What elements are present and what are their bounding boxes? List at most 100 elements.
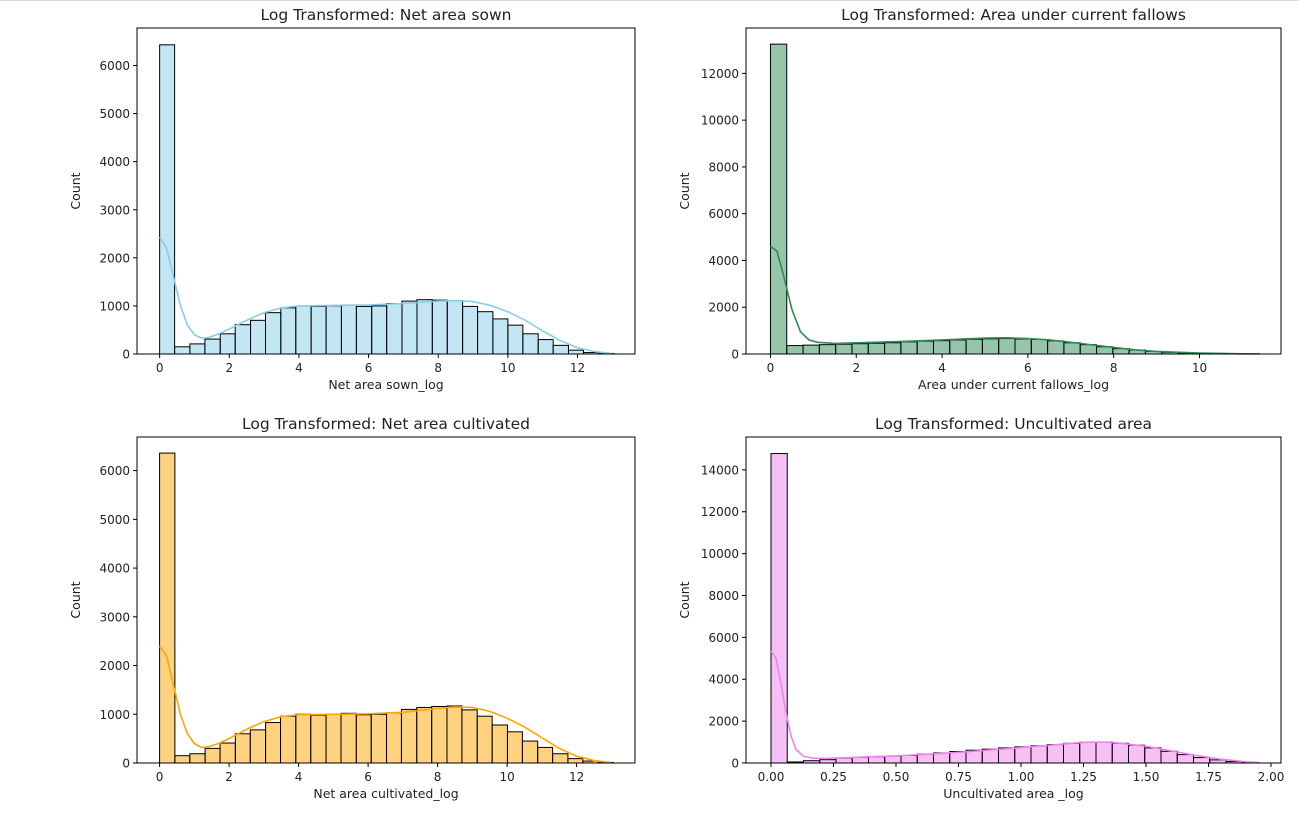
histogram-bar: [1030, 745, 1048, 764]
y-tick-label: 6000: [708, 631, 739, 645]
chart-title: Log Transformed: Net area cultivated: [242, 415, 530, 433]
y-tick-label: 4000: [708, 673, 739, 687]
chart-panel-4: 0.00 0.25 0.50 0.75 1.00 1.25 1.50 1.75 2.00 0 200…: [677, 415, 1284, 801]
x-axis-label: Net area sown_log: [328, 377, 443, 392]
x-tick-label: 0: [156, 361, 164, 375]
x-tick-label: 4: [938, 361, 946, 375]
x-tick-label: 6: [364, 770, 372, 784]
chart-panel-3: 0 2 4 6 8 10 12 0 1000 2000 3000 4000 5000 6000 Log Tr…: [68, 415, 636, 801]
histogram-bar: [204, 747, 221, 764]
histogram-bar: [280, 307, 297, 355]
histogram-bar: [325, 305, 342, 355]
x-tick-label: 0: [767, 361, 775, 375]
histogram-bar: [280, 715, 297, 764]
histogram-bar: [204, 338, 221, 355]
x-tick-label: 8: [1110, 361, 1118, 375]
y-tick-label: 3000: [99, 610, 130, 624]
histogram-bar: [476, 715, 493, 764]
y-tick-label: 8000: [708, 589, 739, 603]
x-tick-label: 6: [1024, 361, 1032, 375]
kde-curve: [158, 645, 612, 764]
histogram-bar: [174, 755, 191, 764]
x-tick-label: 8: [434, 770, 442, 784]
y-tick-label: 6000: [708, 207, 739, 221]
histogram-bar: [506, 731, 523, 764]
histogram-bar: [802, 344, 820, 355]
kde-curve: [769, 245, 1260, 355]
histogram-bar: [916, 340, 934, 355]
y-axis-label: Count: [677, 172, 692, 209]
histogram-bar: [884, 755, 902, 764]
histogram-bar: [431, 705, 448, 764]
y-tick-label: 2000: [99, 659, 130, 673]
histogram-bar: [386, 712, 402, 764]
histogram-bar: [325, 713, 342, 764]
histogram-bar: [819, 759, 837, 764]
y-tick-label: 14000: [701, 463, 739, 477]
histogram-bar: [867, 342, 886, 355]
y-tick-label: 4000: [99, 155, 130, 169]
histogram-bar: [770, 453, 788, 764]
y-tick-label: 8000: [708, 160, 739, 174]
histogram-bar: [370, 713, 388, 764]
histogram-bar: [386, 303, 403, 355]
x-tick-label: 10: [1192, 361, 1207, 375]
y-axis-label: Count: [68, 581, 83, 618]
histogram-bar: [400, 708, 418, 764]
x-tick-label: 4: [295, 361, 303, 375]
histogram-bar: [537, 746, 554, 764]
y-tick-label: 5000: [99, 513, 130, 527]
chart-panel-2: 0 2 4 6 8 10 0 2000 4000 6000 8000 10000 12000 Log Tr…: [677, 6, 1282, 392]
histogram-bar: [1063, 342, 1081, 355]
x-axis-label: Uncultivated area _log: [943, 786, 1083, 801]
histogram-bar: [835, 343, 853, 355]
axes-frame: [136, 27, 636, 355]
histogram-bar: [900, 341, 918, 355]
histogram-bar: [355, 714, 372, 764]
histogram-bar: [567, 349, 584, 355]
histogram-bar: [1047, 340, 1065, 355]
chart-title: Log Transformed: Uncultivated area: [875, 415, 1152, 433]
histogram-bar: [567, 758, 584, 764]
y-tick-label: 12000: [701, 67, 739, 81]
histogram-bar: [1046, 744, 1064, 764]
histogram-bar: [1014, 338, 1032, 355]
histogram-bar: [981, 338, 1000, 355]
histogram-bar: [446, 300, 464, 355]
y-tick-label: 2000: [708, 715, 739, 729]
histogram-bar: [219, 742, 236, 764]
histogram-bar: [249, 729, 267, 764]
y-tick-label: 2000: [99, 251, 130, 265]
x-tick-label: 12: [569, 770, 584, 784]
x-axis-label: Net area cultivated_log: [313, 786, 458, 801]
histogram-bar: [189, 753, 206, 764]
histogram-bar: [1193, 757, 1211, 764]
histogram-bar: [174, 346, 191, 355]
histogram-bar: [786, 345, 804, 355]
x-tick-label: 0.00: [758, 770, 785, 784]
y-tick-label: 2000: [708, 301, 739, 315]
y-tick-label: 6000: [99, 59, 130, 73]
histogram-bar: [1095, 741, 1113, 764]
histogram-bar: [310, 305, 327, 355]
x-tick-label: 2: [225, 770, 233, 784]
histogram-bar: [310, 714, 327, 764]
histogram-bar: [507, 324, 524, 355]
histogram-bar: [998, 747, 1016, 764]
histogram-bar: [159, 452, 176, 764]
chart-title: Log Transformed: Net area sown: [261, 6, 512, 24]
x-tick-label: 4: [295, 770, 303, 784]
histogram-bar: [965, 338, 983, 355]
y-tick-label: 0: [731, 348, 739, 362]
x-axis-label: Area under current fallows_log: [918, 377, 1109, 392]
x-tick-label: 10: [500, 361, 515, 375]
histogram-bar: [1160, 750, 1178, 764]
histogram-bar: [1144, 747, 1162, 764]
histogram-bar: [265, 312, 282, 355]
x-tick-label: 2: [225, 361, 233, 375]
histogram-bar: [1111, 742, 1129, 764]
histogram-bar: [371, 305, 388, 355]
chart-panel-1: 0 2 4 6 8 10 12 0 1000 2000 3000 4000 5000 6000 Log Tr…: [68, 6, 636, 392]
histogram-bar: [340, 712, 357, 764]
